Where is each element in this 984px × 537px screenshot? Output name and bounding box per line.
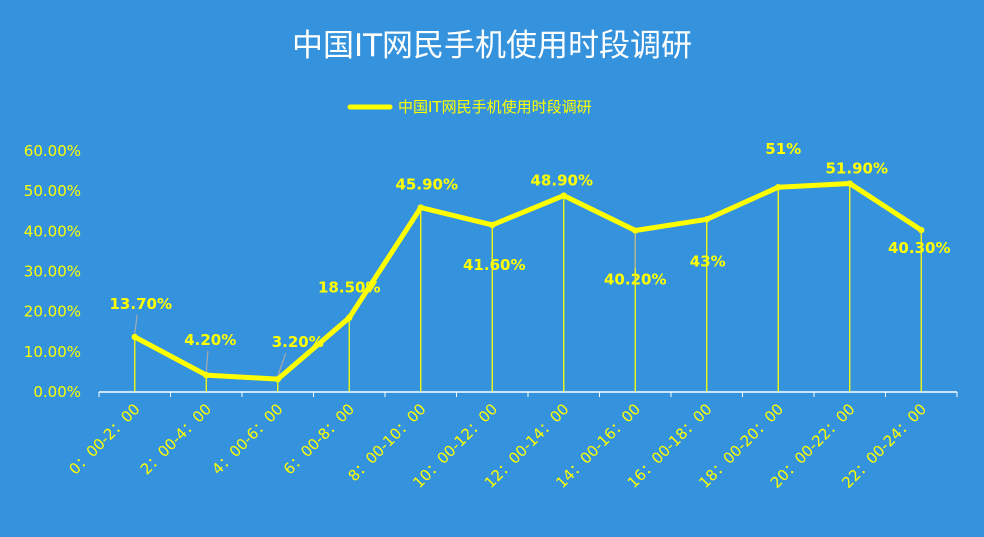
y-axis: 0.00% 10.00% 20.00% 30.00% 40.00% 50.00% 60.00… (24, 142, 81, 401)
data-point (346, 314, 353, 321)
series-group (131, 180, 925, 383)
data-label: 51% (765, 140, 801, 158)
data-point (560, 192, 567, 199)
leader-line (134, 314, 138, 335)
data-labels: 13.70% 4.20% 3.20% 18.50% 45.90% 41.60% 48.90%… (110, 140, 950, 377)
data-point (632, 227, 639, 234)
data-point (417, 204, 424, 211)
data-point (703, 216, 710, 223)
legend: 中国IT网民手机使用时段调研 (347, 98, 592, 116)
data-label: 41.60% (463, 256, 525, 274)
data-label: 4.20% (184, 331, 236, 349)
data-label: 43% (690, 252, 726, 270)
legend-entry: 中国IT网民手机使用时段调研 (398, 98, 592, 116)
y-tick-label: 30.00% (24, 263, 81, 281)
data-label: 40.20% (604, 271, 666, 289)
data-label: 18.50% (318, 279, 380, 297)
y-tick-label: 50.00% (24, 182, 81, 200)
x-tick-label: 4：00-6：00 (208, 400, 286, 478)
data-point (489, 221, 496, 229)
data-point (918, 226, 925, 234)
data-label: 3.20% (272, 333, 324, 351)
y-tick-label: 40.00% (24, 222, 81, 240)
data-point (203, 371, 210, 379)
data-label: 48.90% (531, 172, 593, 190)
leader-line (205, 351, 209, 373)
series-line (132, 181, 924, 382)
data-point (775, 183, 782, 191)
data-point (274, 375, 281, 383)
x-tick-label: 2：00-4：00 (137, 400, 215, 478)
data-label: 40.30% (888, 239, 950, 257)
x-tick-label: 6：00-8：00 (280, 400, 358, 478)
data-point (131, 333, 138, 341)
x-axis: 0：00-2：002：00-4：004：00-6：006：00-8：008：00… (65, 392, 958, 492)
data-label: 51.90% (826, 160, 888, 178)
y-tick-label: 60.00% (24, 142, 81, 160)
leader-line (277, 352, 287, 377)
y-tick-label: 20.00% (24, 303, 81, 321)
data-label: 13.70% (110, 295, 172, 313)
data-point (846, 180, 853, 187)
drop-lines (134, 183, 922, 392)
data-label: 45.90% (396, 176, 458, 194)
chart-title: 中国IT网民手机使用时段调研 (292, 28, 692, 64)
y-tick-label: 0.00% (33, 383, 81, 401)
y-tick-label: 10.00% (24, 343, 81, 361)
x-tick-label: 0：00-2：00 (65, 400, 143, 478)
